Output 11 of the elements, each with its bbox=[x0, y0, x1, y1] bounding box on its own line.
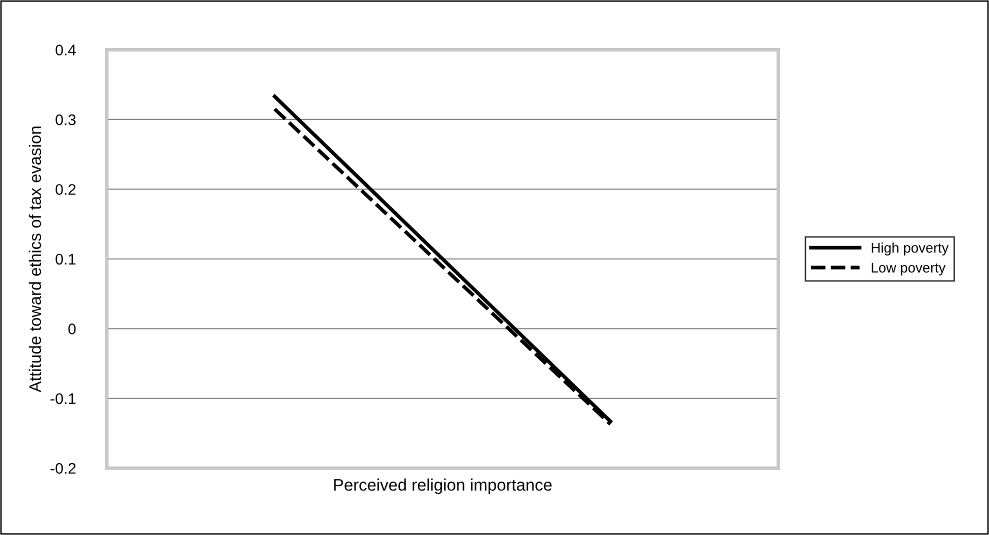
y-tick-label: 0.2 bbox=[56, 184, 76, 195]
y-axis-title: Attitude toward ethics of tax evasion bbox=[28, 126, 42, 392]
legend-label: Low poverty bbox=[872, 262, 946, 276]
y-tick-label: 0.4 bbox=[56, 44, 76, 56]
y-tick-label: 0.3 bbox=[56, 114, 76, 126]
y-tick-label: 0 bbox=[68, 324, 76, 334]
y-tick-label: -0.1 bbox=[50, 393, 76, 404]
y-tick-label: 0.1 bbox=[56, 254, 76, 265]
y-tick-label: -0.2 bbox=[50, 462, 76, 474]
x-axis-title: Perceived religion importance bbox=[334, 478, 552, 494]
legend-label: High poverty bbox=[872, 242, 949, 256]
